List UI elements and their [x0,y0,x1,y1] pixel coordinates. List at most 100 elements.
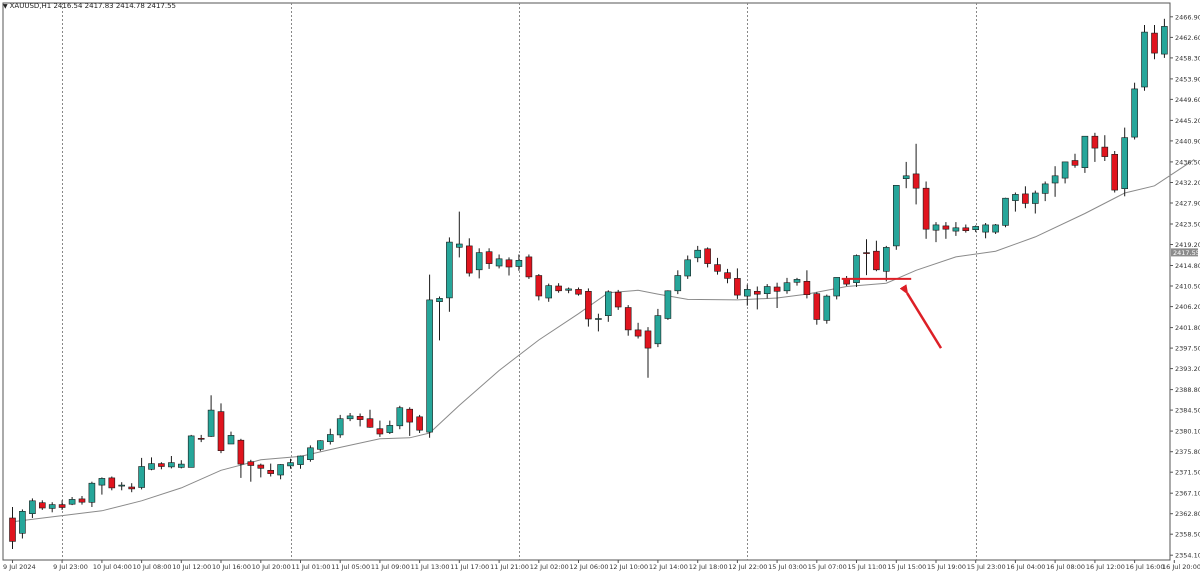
candle [446,237,453,312]
candle [565,287,572,294]
candle [9,507,16,549]
candle-body [614,291,622,308]
candle [853,254,860,287]
y-tick-label: 2436.50 [1175,158,1200,166]
candle-body [694,249,702,259]
candle [118,482,125,491]
candle [743,284,751,306]
y-tick-label: 2358.50 [1175,531,1200,539]
candle-body [1012,194,1019,201]
candle [436,296,443,341]
x-tick-label: 11 Jul 13:00 [411,563,450,571]
candle-body [495,258,503,267]
x-tick-label: 16 Jul 16:00 [1126,563,1165,571]
candle-body [227,435,235,445]
x-tick-label: 12 Jul 18:00 [689,563,728,571]
candle-body [158,463,165,467]
header-low: 2414.78 [115,2,145,10]
candle [982,223,989,239]
candle-body [545,285,553,299]
candle-body [644,330,652,349]
symbol-label: XAUUSD,H1 [9,2,52,10]
x-tick-label: 11 Jul 09:00 [371,563,410,571]
x-tick-label: 11 Jul 17:00 [450,563,489,571]
candle [406,407,414,436]
candle-body [1071,160,1079,166]
candle-body [684,259,692,277]
candle [783,277,791,294]
candle [654,308,662,348]
candle-body [168,462,175,468]
candle-body [634,329,642,337]
candle [724,268,731,284]
candle-body [674,275,682,292]
candle [316,440,324,452]
candle [535,274,543,301]
candle-body [19,510,26,534]
x-tick-label: 15 Jul 19:00 [927,563,966,571]
candle [1012,192,1019,212]
candle-body [78,498,86,503]
candle [346,413,354,422]
y-tick-label: 2354.10 [1175,552,1200,560]
candle [962,224,970,233]
x-tick-label: 12 Jul 10:00 [609,563,648,571]
candle [604,290,612,322]
candle-body [29,500,36,514]
current-price-label: 2417.55 [1173,249,1200,257]
candle-body [247,461,255,466]
candle-body [743,289,751,297]
candle [297,455,304,469]
candle [873,240,880,272]
candle-body [595,318,602,320]
candle [644,327,652,378]
candle-body [446,241,453,299]
candle-body [307,447,314,460]
candle-body [505,259,513,268]
candle-body [148,463,155,470]
candle-body [1081,135,1089,168]
candle-body [793,279,801,283]
plot-frame [2,2,1171,561]
candle-body [416,416,423,431]
candle-body [902,175,910,180]
candle [525,254,533,279]
y-tick-label: 2423.50 [1175,221,1200,229]
candle [465,238,473,277]
candle-body [267,469,275,474]
candle [1002,197,1009,228]
candle [148,457,155,471]
x-tick-label: 10 Jul 20:00 [252,563,291,571]
candle-body [1121,137,1128,190]
candle-body [1091,135,1099,149]
candle [1101,135,1109,161]
candle [773,282,781,308]
x-tick-label: 15 Jul 03:00 [768,563,807,571]
x-tick-label: 10 Jul 08:00 [133,563,172,571]
candle-body [406,408,414,423]
candle [197,434,205,443]
candle-body [952,227,960,232]
candle [19,509,26,539]
candle [595,313,602,332]
candle [1121,127,1128,197]
candle [376,420,384,437]
candle-body [763,286,771,294]
candle [1022,186,1029,209]
dropdown-triangle-icon[interactable]: ▼ [3,3,8,10]
candle [495,254,503,269]
y-tick-label: 2384.50 [1175,407,1200,415]
candle [1091,132,1099,162]
candle-body [724,272,731,279]
y-tick-label: 2445.20 [1175,117,1200,125]
candle [108,476,116,491]
x-tick-label: 16 Jul 04:00 [1006,563,1045,571]
header-high: 2417.83 [84,2,114,10]
y-tick-label: 2362.80 [1175,510,1200,518]
candle-body [992,224,999,233]
y-tick-label: 2406.20 [1175,303,1200,311]
x-tick-label: 12 Jul 14:00 [649,563,688,571]
x-tick-label: 10 Jul 16:00 [212,563,251,571]
